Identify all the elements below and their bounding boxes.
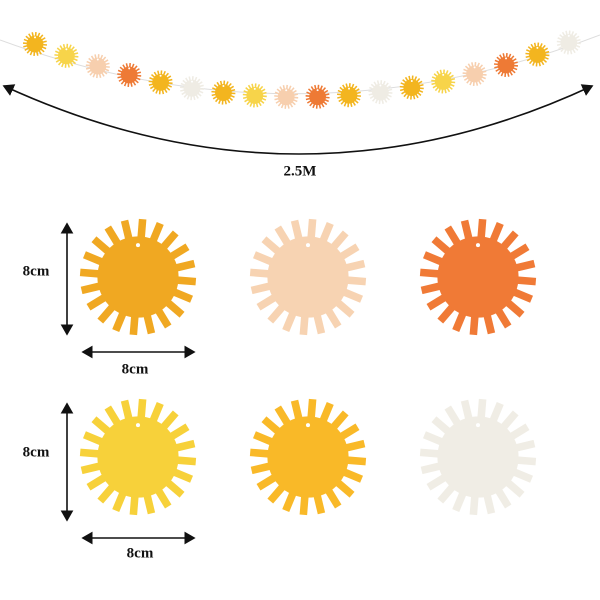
sun-hole: [379, 84, 382, 87]
sun-disc: [437, 236, 519, 318]
sun: [242, 83, 267, 108]
length-arrow: [2, 84, 594, 155]
width-label: 8cm: [122, 361, 149, 377]
sun: [79, 218, 197, 336]
sun: [148, 70, 173, 95]
sun: [79, 398, 197, 516]
sun-hole: [536, 46, 539, 49]
sun-hole: [567, 34, 570, 37]
sun-hole: [410, 79, 413, 82]
sun-hole: [442, 73, 445, 76]
sun-hole: [128, 67, 131, 70]
sun: [54, 43, 79, 68]
sun-hole: [191, 80, 193, 83]
height-label: 8cm: [23, 444, 50, 460]
sun-disc: [120, 66, 138, 84]
sun: [211, 80, 236, 105]
sun: [249, 398, 367, 516]
sun-disc: [26, 35, 44, 53]
sun: [85, 54, 110, 79]
sun-hole: [34, 36, 36, 39]
sun-disc: [89, 57, 107, 75]
sun-disc: [97, 416, 179, 498]
length-label: 2.5M: [284, 163, 317, 179]
sun-disc: [497, 56, 515, 74]
sun: [462, 61, 487, 87]
sun-hole: [475, 423, 481, 428]
sun-disc: [466, 65, 483, 83]
sun-hole: [222, 84, 225, 87]
sun-disc: [437, 416, 519, 498]
sun: [399, 75, 424, 100]
sun-hole: [505, 57, 507, 60]
sun-disc: [267, 236, 349, 318]
sun-hole: [96, 58, 99, 61]
sun-disc: [267, 416, 349, 498]
sun-disc: [529, 46, 546, 63]
sun-hole: [135, 423, 141, 428]
sun: [274, 84, 299, 109]
sun-hole: [65, 48, 68, 51]
sun: [431, 69, 456, 94]
sun: [556, 30, 581, 55]
sun-disc: [58, 47, 75, 65]
sun: [249, 218, 367, 336]
sun: [336, 83, 362, 108]
sun: [305, 84, 330, 109]
sun: [117, 62, 142, 88]
sun-hole: [473, 66, 476, 69]
sun-samples: [79, 218, 537, 516]
sun-hole: [305, 243, 311, 248]
sun-hole: [316, 89, 319, 92]
sun-hole: [285, 89, 288, 92]
sun-hole: [135, 243, 141, 248]
sun-hole: [159, 74, 162, 77]
sun-hole: [348, 87, 350, 90]
sun: [368, 80, 393, 105]
sun: [525, 42, 550, 67]
sun: [22, 31, 48, 57]
width-label: 8cm: [127, 545, 154, 561]
sun: [419, 398, 537, 516]
height-label: 8cm: [23, 263, 50, 279]
sun: [179, 76, 205, 101]
sun: [419, 218, 537, 336]
sun-hole: [253, 87, 256, 90]
sun: [493, 52, 519, 78]
sun-disc: [97, 236, 179, 318]
sun-hole: [475, 243, 481, 248]
garland: [22, 30, 581, 109]
sun-hole: [305, 423, 311, 428]
sun-disc: [560, 34, 578, 51]
